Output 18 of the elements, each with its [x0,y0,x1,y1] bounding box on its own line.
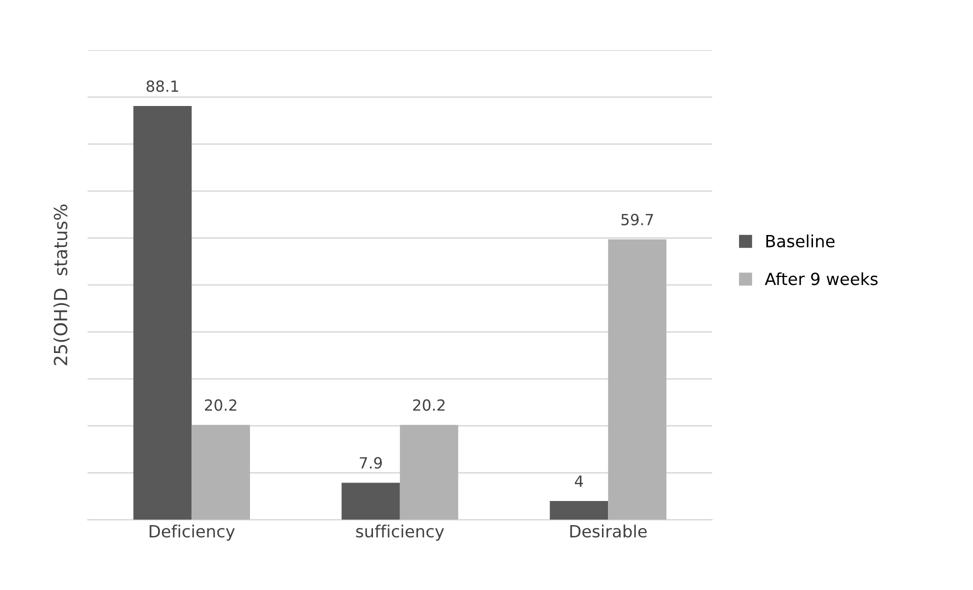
bar [133,106,192,520]
legend-label: After 9 weeks [764,272,878,286]
x-tick-label: sufficiency [356,524,444,541]
bar [400,424,458,520]
legend-label: Baseline [766,234,835,248]
data-label: 7.9 [360,457,382,469]
bar [192,424,250,520]
data-label: 59.7 [621,214,653,226]
x-tick-label: Deficiency [150,524,235,541]
y-axis-title: 25(OH)D status% [53,204,70,366]
x-tick-label: Desirable [570,524,647,538]
data-label: 20.2 [413,399,445,411]
bar [608,239,666,520]
data-label: 88.1 [146,80,178,92]
bar [342,482,400,520]
bar [550,501,608,520]
data-label: 4 [574,476,583,487]
data-label: 20.2 [204,399,236,411]
